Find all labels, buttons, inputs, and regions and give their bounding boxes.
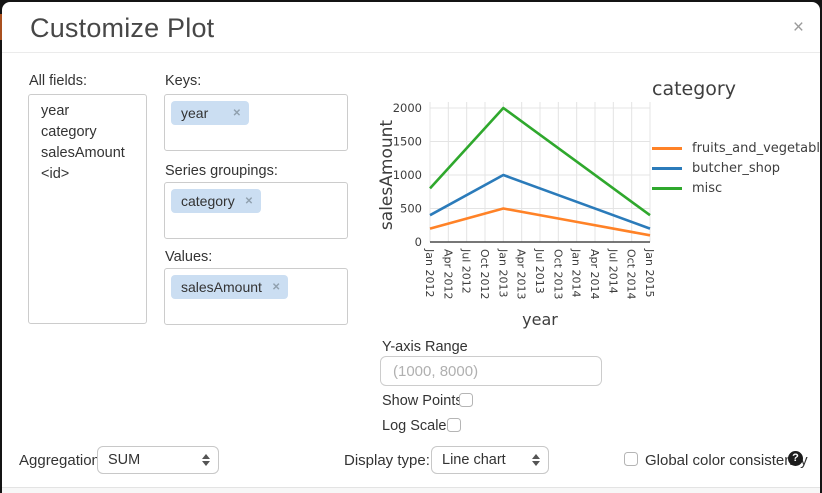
aggregation-selected-value: SUM [108, 452, 141, 468]
x-tick-label: Jul 2012 [460, 248, 473, 294]
show-points-label: Show Points [382, 393, 463, 409]
chart-legend: category fruits_and_vegetables butcher_sh… [652, 78, 820, 198]
x-tick-label: Oct 2013 [551, 249, 564, 300]
legend-line-swatch [652, 186, 682, 190]
field-item-salesamount[interactable]: salesAmount [41, 145, 125, 161]
line-chart: 0 500 1000 1500 2000 Jan 2012 Apr 2012 Jul 2012… [377, 101, 656, 329]
legend-item-misc: misc [652, 178, 820, 198]
legend-label: fruits_and_vegetables [692, 140, 820, 156]
tag-salesamount[interactable]: salesAmount ✕ [171, 275, 289, 299]
x-tick-label: Apr 2012 [441, 249, 454, 300]
legend-line-swatch [652, 146, 682, 150]
y-axis-range-input[interactable] [380, 356, 602, 386]
select-stepper-icon [532, 453, 540, 467]
legend-item-butcher_shop: butcher_shop [652, 158, 820, 178]
series-line-misc [429, 106, 651, 217]
remove-tag-icon[interactable]: ✕ [232, 107, 241, 119]
x-tick-label: Jan 2014 [570, 248, 583, 297]
field-item-year[interactable]: year [41, 103, 70, 119]
tag-year-label: year [181, 105, 209, 121]
keys-dropzone[interactable]: year ✕ [164, 94, 348, 151]
x-tick-label: Oct 2012 [478, 249, 491, 300]
remove-tag-icon[interactable]: ✕ [244, 195, 254, 207]
dialog-footer [2, 487, 820, 493]
x-tick-label: Jul 2014 [606, 248, 619, 294]
legend-item-fruits_and_vegetables: fruits_and_vegetables [652, 138, 820, 158]
values-dropzone[interactable]: salesAmount ✕ [164, 268, 348, 325]
keys-label: Keys: [165, 73, 202, 89]
series-line-butcher_shop [429, 173, 651, 230]
display-type-label: Display type: [344, 452, 430, 469]
select-stepper-icon [202, 453, 210, 467]
all-fields-label: All fields: [29, 73, 88, 89]
series-line-fruits_and_vegetables [429, 207, 651, 237]
tag-category-label: category [181, 193, 235, 209]
y-tick-label: 0 [415, 235, 422, 249]
show-points-checkbox[interactable] [459, 393, 473, 407]
field-item-category[interactable]: category [41, 124, 97, 140]
y-axis-title: salesAmount [377, 120, 397, 230]
series-groupings-dropzone[interactable]: category ✕ [164, 182, 348, 239]
x-tick-label: Jan 2015 [643, 248, 656, 297]
tag-category[interactable]: category ✕ [171, 189, 262, 213]
background-artifact [0, 14, 2, 40]
remove-tag-icon[interactable]: ✕ [271, 281, 281, 293]
series-groupings-label: Series groupings: [165, 163, 278, 179]
log-scale-checkbox[interactable] [447, 418, 461, 432]
y-tick-label: 500 [400, 202, 422, 216]
legend-title: category [652, 78, 736, 100]
legend-label: butcher_shop [692, 160, 781, 176]
all-fields-listbox[interactable]: year category salesAmount <id> [28, 94, 147, 324]
header-divider [2, 52, 820, 53]
x-tick-label: Apr 2013 [515, 249, 528, 300]
x-tick-label: Oct 2014 [625, 249, 638, 300]
y-tick-label: 2000 [393, 101, 422, 115]
legend-line-swatch [652, 166, 682, 170]
help-icon[interactable]: ? [788, 451, 803, 466]
legend-label: misc [692, 180, 723, 196]
field-item-id[interactable]: <id> [41, 166, 70, 182]
display-type-select[interactable]: Line chart [431, 446, 549, 474]
log-scale-label: Log Scale [382, 418, 447, 434]
x-tick-label: Jul 2013 [533, 248, 546, 294]
tag-year[interactable]: year ✕ [171, 101, 249, 125]
dialog-title: Customize Plot [30, 13, 215, 43]
y-axis-range-label: Y-axis Range [382, 339, 468, 355]
x-axis-title: year [522, 310, 558, 329]
global-color-consistency-checkbox[interactable] [624, 452, 638, 466]
close-icon[interactable]: × [792, 17, 804, 38]
x-tick-label: Jan 2013 [496, 248, 509, 297]
display-type-selected-value: Line chart [442, 452, 506, 468]
aggregation-select[interactable]: SUM [97, 446, 219, 474]
x-tick-label: Apr 2014 [588, 249, 601, 300]
y-tick-label: 1500 [393, 135, 422, 149]
tag-salesamount-label: salesAmount [181, 279, 262, 295]
x-tick-label: Jan 2012 [423, 248, 436, 297]
aggregation-label: Aggregation: [19, 452, 105, 469]
y-tick-label: 1000 [393, 168, 422, 182]
global-color-consistency-label: Global color consistency [645, 452, 808, 469]
values-label: Values: [165, 249, 213, 265]
